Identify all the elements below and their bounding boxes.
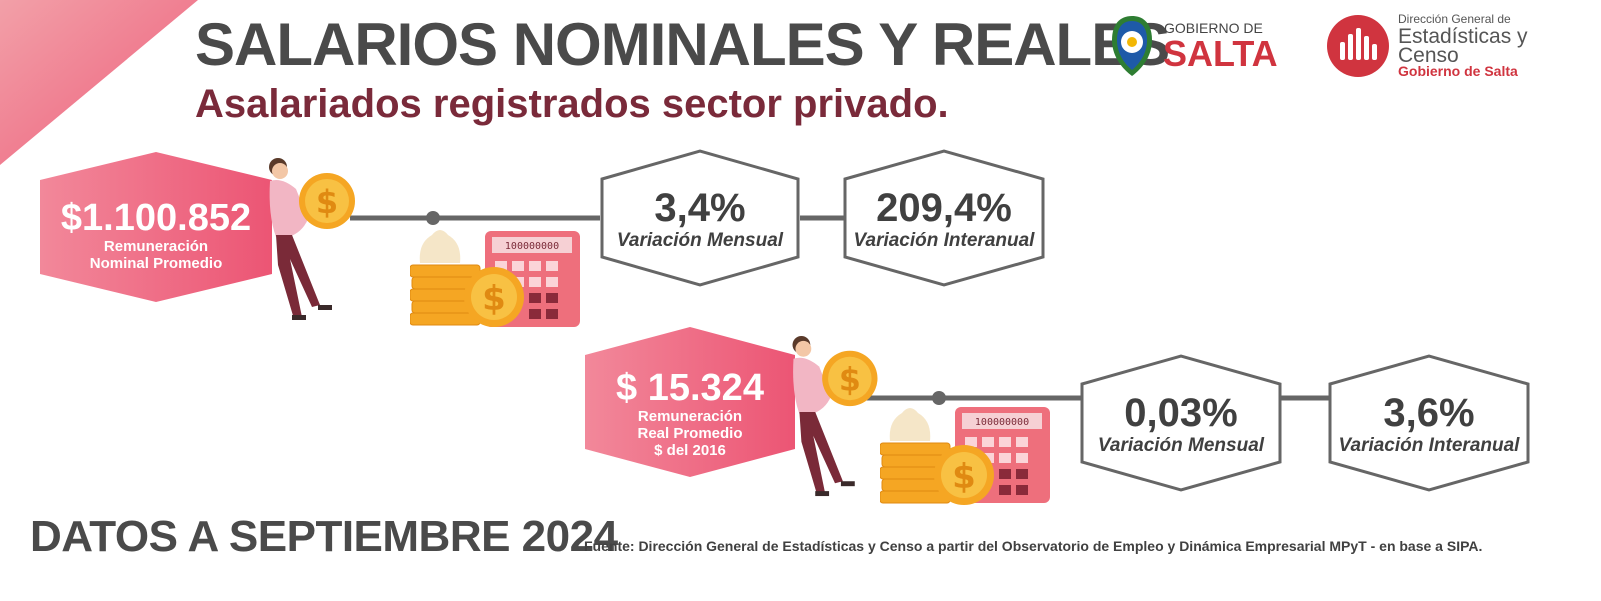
nominal-monthly-label: Variación Mensual <box>616 230 784 251</box>
salta-shield-icon <box>1112 16 1152 76</box>
real-annual-value: 3,6% <box>1383 391 1475 435</box>
corner-decoration <box>0 0 198 165</box>
page-title: SALARIOS NOMINALES Y REALES <box>195 11 1170 78</box>
real-amount-hexagon <box>585 327 795 477</box>
nominal-monthly-stat: 3,4% Variación Mensual <box>600 186 800 252</box>
real-amount-value: $ 15.324 <box>616 367 764 409</box>
real-amount-label-2: Real Promedio <box>637 425 743 442</box>
real-connector-dot <box>932 391 946 405</box>
real-annual-label: Variación Interanual <box>1338 435 1520 456</box>
gobierno-logo-line2: SALTA <box>1163 33 1278 74</box>
real-monthly-value: 0,03% <box>1124 391 1238 435</box>
real-annual-stat: 3,6% Variación Interanual <box>1328 391 1530 457</box>
direccion-logo-line2: Estadísticas y <box>1398 25 1528 48</box>
real-monthly-label: Variación Mensual <box>1097 435 1265 456</box>
person-carrying-coin-icon: $ <box>269 158 355 320</box>
data-date-heading: DATOS A SEPTIEMBRE 2024 <box>30 512 618 561</box>
svg-text:$: $ <box>839 362 861 398</box>
bar-chart-badge-icon <box>1327 15 1389 77</box>
direccion-estadisticas-logo: Dirección General de Estadísticas y Cens… <box>1326 10 1596 82</box>
gobierno-logo-line1: GOBIERNO DE <box>1164 20 1263 36</box>
nominal-annual-label: Variación Interanual <box>853 230 1035 251</box>
svg-text:100000000: 100000000 <box>505 241 559 252</box>
coins-calculator-icon: 100000000 $ <box>410 230 580 327</box>
real-amount: $ 15.324 Remuneración Real Promedio $ de… <box>585 368 795 459</box>
svg-text:100000000: 100000000 <box>975 417 1029 428</box>
nominal-amount-label-2: Nominal Promedio <box>89 255 223 272</box>
real-monthly-stat: 0,03% Variación Mensual <box>1080 391 1282 457</box>
direccion-logo-line1: Dirección General de <box>1398 12 1511 26</box>
nominal-amount-hexagon <box>40 152 272 302</box>
person-carrying-coin-icon: $ <box>792 335 878 497</box>
direccion-logo-line4: Gobierno de Salta <box>1398 63 1518 79</box>
nominal-annual-hexagon <box>843 149 1045 287</box>
gobierno-salta-logo: GOBIERNO DE SALTA <box>1110 14 1285 78</box>
coins-calculator-icon: 100000000 $ <box>880 407 1050 505</box>
source-note: Fuente: Dirección General de Estadística… <box>584 538 1483 554</box>
svg-text:$: $ <box>482 279 506 319</box>
nominal-monthly-value: 3,4% <box>654 186 746 230</box>
page-subtitle: Asalariados registrados sector privado. <box>195 82 949 126</box>
nominal-annual-stat: 209,4% Variación Interanual <box>843 186 1045 252</box>
direccion-logo-line3: Censo <box>1398 44 1459 67</box>
real-monthly-hexagon <box>1080 354 1282 492</box>
real-annual-hexagon <box>1328 354 1530 492</box>
svg-text:$: $ <box>316 183 338 221</box>
nominal-monthly-hexagon <box>600 149 800 287</box>
svg-text:$: $ <box>952 457 976 497</box>
nominal-amount: $1.100.852 Remuneración Nominal Promedio <box>40 198 272 272</box>
nominal-connector-dot <box>426 211 440 225</box>
real-amount-label-3: $ del 2016 <box>654 442 726 459</box>
real-amount-label-1: Remuneración <box>637 408 743 425</box>
nominal-amount-value: $1.100.852 <box>60 197 252 239</box>
nominal-amount-label-1: Remuneración <box>103 238 209 255</box>
nominal-annual-value: 209,4% <box>876 186 1012 230</box>
